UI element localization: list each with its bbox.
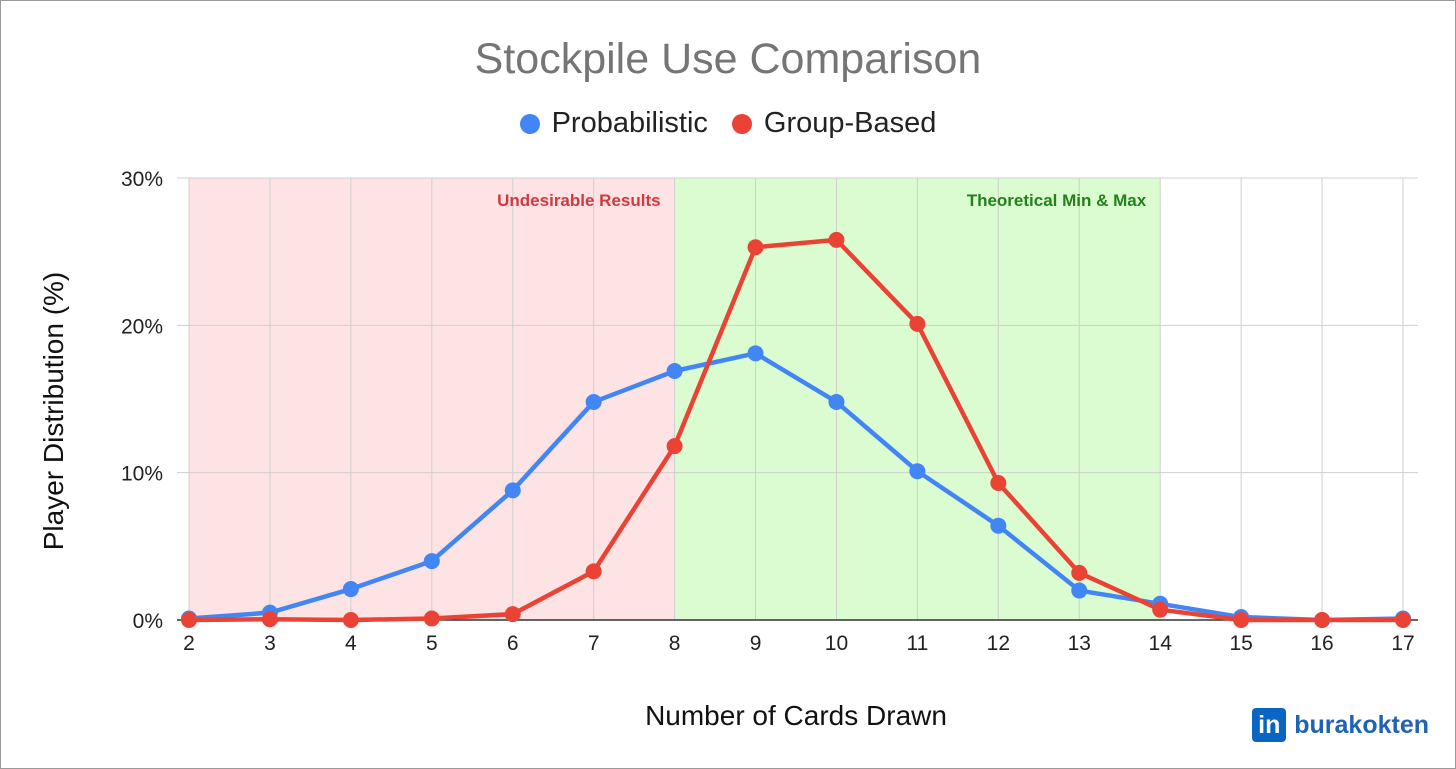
y-tick-label: 10% — [121, 463, 163, 486]
data-point-0-12 — [990, 517, 1007, 534]
x-tick-label: 14 — [1149, 632, 1173, 655]
data-point-1-13 — [1071, 564, 1088, 581]
x-tick-label: 5 — [426, 632, 438, 655]
y-tick-label: 20% — [121, 315, 163, 338]
chart-title: Stockpile Use Comparison — [474, 35, 982, 83]
data-point-0-8 — [666, 363, 683, 380]
data-point-1-16 — [1314, 612, 1331, 628]
data-point-0-6 — [504, 482, 521, 499]
x-tick-label: 8 — [669, 632, 681, 655]
legend-label-probabilistic: Probabilistic — [551, 107, 708, 139]
data-point-1-7 — [585, 563, 602, 580]
x-tick-label: 10 — [825, 632, 848, 655]
linkedin-icon: in — [1252, 708, 1287, 742]
region-label-1: Theoretical Min & Max — [967, 191, 1147, 210]
data-point-1-2 — [181, 612, 197, 628]
data-point-1-5 — [423, 610, 440, 627]
brand: in burakokten — [1252, 708, 1429, 742]
region-label-0: Undesirable Results — [497, 191, 660, 210]
data-point-1-8 — [666, 438, 683, 455]
data-point-0-11 — [909, 463, 926, 480]
data-point-1-15 — [1233, 612, 1250, 628]
legend-marker-group-based — [731, 113, 752, 134]
x-tick-label: 6 — [507, 632, 519, 655]
y-tick-label: 30% — [121, 168, 163, 191]
y-tick-label: 0% — [133, 610, 163, 633]
legend-marker-probabilistic — [519, 113, 540, 134]
legend-label-group-based: Group-Based — [763, 107, 937, 139]
data-point-1-14 — [1152, 601, 1169, 618]
brand-handle: burakokten — [1294, 710, 1429, 739]
series-line-1 — [186, 237, 1406, 623]
data-point-1-3 — [261, 611, 278, 628]
x-tick-label: 15 — [1229, 632, 1252, 655]
y-axis-title: Player Distribution (%) — [38, 272, 69, 551]
data-point-1-10 — [828, 231, 845, 248]
legend-item-probabilistic: Probabilistic — [519, 107, 708, 140]
data-point-0-13 — [1071, 582, 1088, 599]
data-point-1-17 — [1395, 612, 1411, 628]
legend-item-group-based: Group-Based — [731, 107, 937, 140]
data-point-1-6 — [504, 606, 521, 623]
data-point-0-7 — [585, 393, 602, 410]
x-tick-label: 4 — [345, 632, 357, 655]
data-point-0-9 — [747, 345, 764, 362]
data-point-0-10 — [828, 393, 845, 410]
data-point-1-11 — [909, 315, 926, 332]
x-tick-label: 2 — [183, 632, 195, 655]
data-point-1-4 — [342, 612, 359, 628]
legend: Probabilistic Group-Based — [1, 107, 1455, 140]
data-point-1-12 — [990, 474, 1007, 491]
x-tick-label: 9 — [750, 632, 762, 655]
data-point-0-5 — [423, 553, 440, 570]
data-point-0-4 — [342, 581, 359, 598]
x-tick-label: 13 — [1068, 632, 1091, 655]
x-tick-label: 17 — [1391, 632, 1414, 655]
series-line-0 — [186, 351, 1406, 623]
x-axis-title: Number of Cards Drawn — [645, 700, 947, 731]
x-tick-label: 3 — [264, 632, 276, 655]
x-tick-label: 7 — [588, 632, 600, 655]
data-point-1-9 — [747, 239, 764, 256]
x-tick-label: 12 — [987, 632, 1010, 655]
x-tick-label: 11 — [906, 632, 928, 655]
x-tick-label: 16 — [1310, 632, 1333, 655]
